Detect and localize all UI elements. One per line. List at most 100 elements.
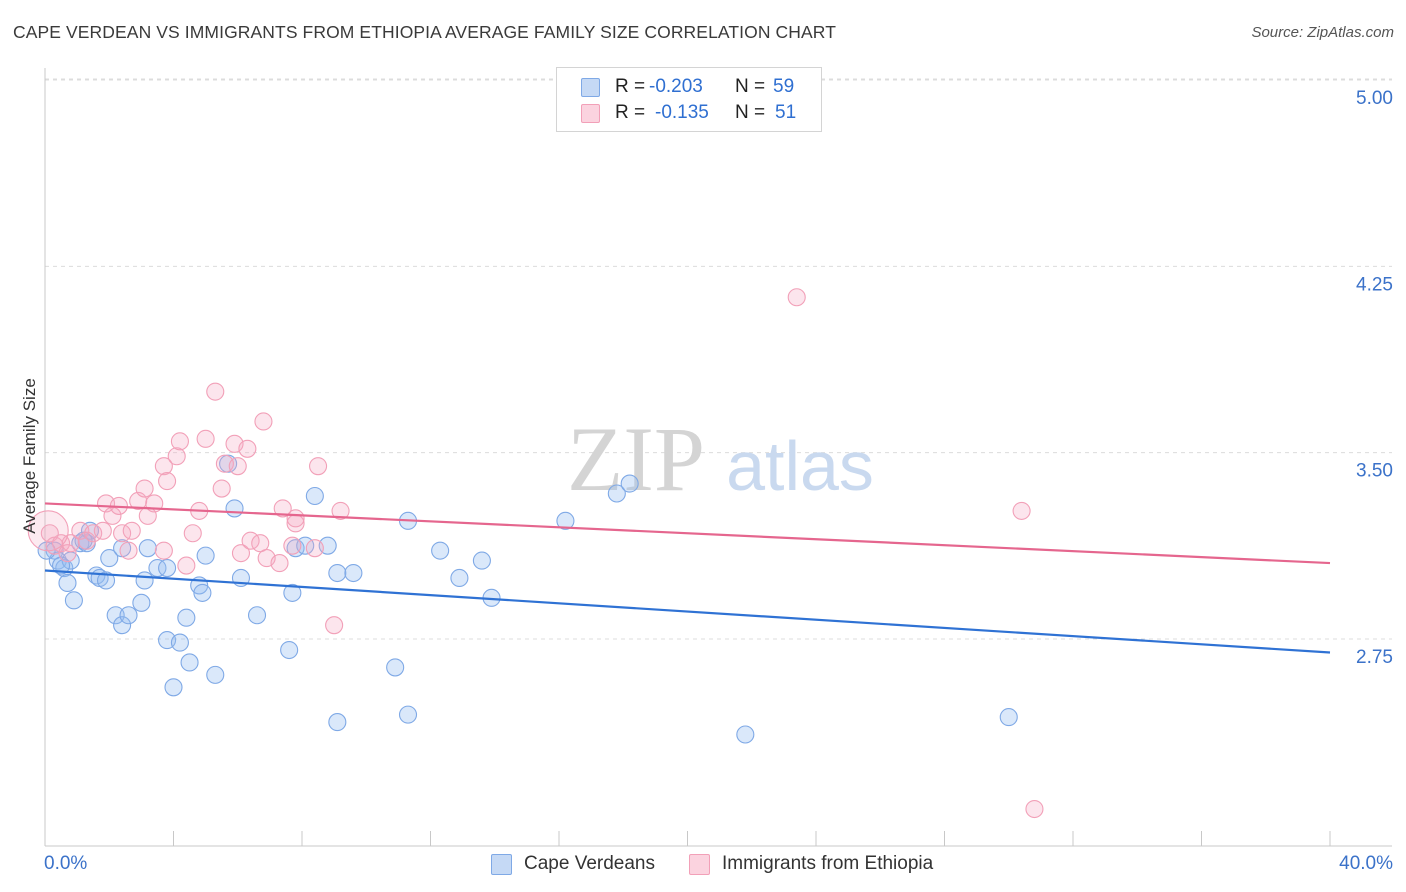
tick-labels: 2.75 3.50 4.25 5.00 0.0% 40.0% (44, 88, 1393, 874)
point-ethiopia (77, 531, 96, 550)
point-cape-verdean (132, 593, 151, 612)
legend-row-ethiopia: R = -0.135 N = 51 (557, 101, 821, 127)
point-cape-verdean (398, 705, 418, 724)
data-points (27, 288, 1044, 819)
legend-n-label: N = (735, 102, 766, 123)
legend-n-label: N = (735, 76, 766, 97)
point-cape-verdean (164, 678, 183, 697)
trend-lines (44, 502, 1331, 654)
point-cape-verdean (106, 606, 125, 625)
point-cape-verdean (305, 486, 324, 506)
legend-r-value: -0.203 (649, 76, 703, 97)
point-ethiopia (27, 510, 69, 552)
point-ethiopia (325, 616, 344, 635)
point-cape-verdean (196, 546, 215, 565)
legend-r-label: R = (615, 76, 646, 97)
point-ethiopia (331, 501, 350, 520)
point-ethiopia (273, 499, 292, 518)
point-cape-verdean (450, 568, 469, 588)
point-ethiopia (170, 432, 189, 451)
point-cape-verdean (170, 633, 189, 652)
point-ethiopia (1012, 501, 1031, 520)
y-tick-label: 3.50 (1356, 461, 1393, 482)
legend-r-label: R = (615, 102, 646, 123)
point-ethiopia (135, 479, 154, 498)
point-ethiopia (787, 288, 806, 307)
point-cape-verdean (280, 640, 299, 660)
legend-swatch-pink (581, 104, 600, 123)
point-ethiopia (228, 457, 247, 476)
point-ethiopia (270, 554, 289, 573)
point-cape-verdean (64, 591, 83, 610)
point-cape-verdean (177, 608, 196, 627)
point-ethiopia (305, 539, 324, 558)
point-cape-verdean (87, 566, 106, 585)
point-cape-verdean (225, 499, 244, 518)
point-cape-verdean (344, 563, 363, 583)
point-ethiopia (254, 412, 273, 431)
point-cape-verdean (283, 583, 302, 602)
x-tick-label: 0.0% (44, 853, 87, 874)
point-cape-verdean (386, 658, 405, 677)
watermark-atlas: atlas (726, 427, 874, 505)
trend-line-cape-verdean (44, 569, 1331, 654)
legend-row-cape-verdeans: R = -0.203 N = 59 (557, 75, 821, 101)
point-cape-verdean (113, 616, 132, 635)
point-cape-verdean (100, 549, 119, 568)
point-ethiopia (158, 472, 177, 491)
point-ethiopia (183, 524, 202, 543)
point-cape-verdean (999, 708, 1018, 727)
point-ethiopia (58, 544, 77, 563)
point-cape-verdean (96, 571, 116, 590)
point-ethiopia (251, 534, 270, 553)
point-cape-verdean (58, 573, 77, 593)
point-ethiopia (167, 447, 186, 466)
y-axis-label: Average Family Size (20, 378, 39, 534)
point-ethiopia (122, 521, 141, 540)
bottom-legend-swatch-pink (689, 854, 710, 875)
legend-r-value: -0.135 (655, 102, 709, 123)
bottom-legend-label: Cape Verdeans (524, 853, 655, 874)
trend-line-ethiopia (44, 502, 1331, 565)
source-label: Source: ZipAtlas.com (1251, 24, 1394, 41)
point-ethiopia (52, 534, 71, 553)
point-cape-verdean (80, 521, 100, 540)
chart-title: CAPE VERDEAN VS IMMIGRANTS FROM ETHIOPIA… (13, 22, 836, 42)
watermark-zip: ZIP (567, 408, 705, 510)
point-cape-verdean (736, 725, 755, 744)
bottom-legend-swatch-blue (491, 854, 512, 875)
point-cape-verdean (135, 571, 154, 590)
legend-n-value: 59 (773, 76, 795, 97)
point-ethiopia (231, 544, 251, 563)
point-cape-verdean (328, 563, 347, 583)
point-ethiopia (212, 479, 231, 498)
point-ethiopia (119, 541, 138, 560)
point-ethiopia (154, 457, 173, 476)
point-cape-verdean (607, 484, 626, 503)
bottom-legend-label: Immigrants from Ethiopia (722, 853, 934, 874)
legend-swatch-blue (581, 78, 600, 97)
point-ethiopia (177, 556, 196, 575)
y-tick-label: 2.75 (1356, 647, 1393, 668)
point-ethiopia (286, 509, 305, 528)
legend-n-value: 51 (775, 102, 797, 123)
point-ethiopia (283, 536, 302, 555)
point-ethiopia (196, 429, 215, 448)
point-cape-verdean (247, 606, 267, 625)
point-ethiopia (309, 457, 328, 476)
correlation-legend: R = -0.203 N = 59 R = -0.135 N = 51 (556, 67, 822, 132)
point-cape-verdean (206, 665, 225, 684)
point-ethiopia (206, 382, 225, 401)
point-cape-verdean (193, 583, 212, 602)
point-cape-verdean (472, 551, 491, 570)
axes (44, 68, 1392, 847)
y-tick-label: 5.00 (1356, 88, 1393, 109)
y-tick-label: 4.25 (1356, 274, 1393, 295)
x-tick-label: 40.0% (1339, 853, 1393, 874)
point-cape-verdean (180, 653, 199, 672)
point-cape-verdean (138, 539, 157, 558)
point-ethiopia (1025, 799, 1044, 819)
point-cape-verdean (119, 606, 138, 625)
point-ethiopia (238, 439, 257, 458)
